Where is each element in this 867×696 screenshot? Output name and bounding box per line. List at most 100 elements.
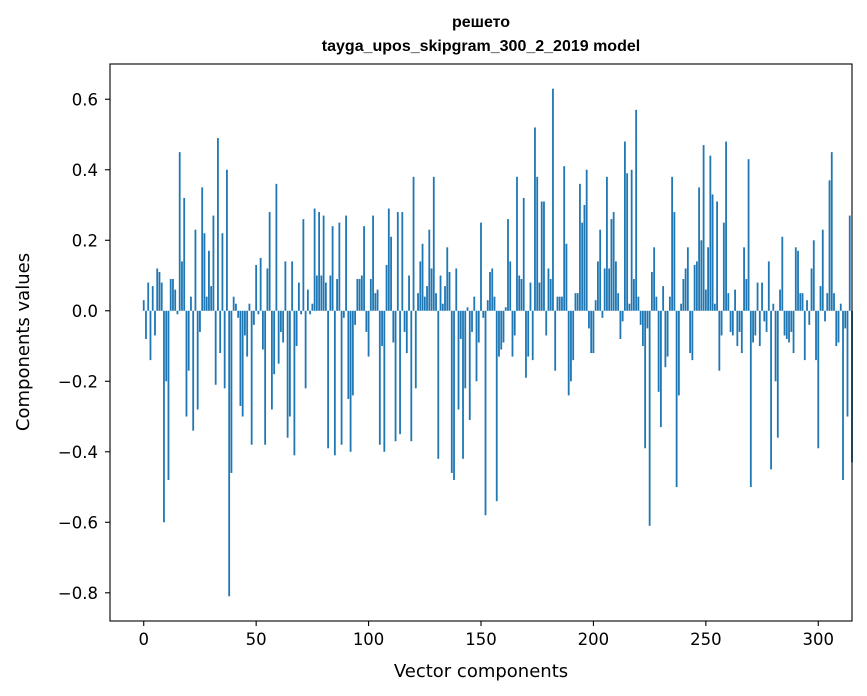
bar <box>689 310 692 354</box>
bar <box>241 310 244 417</box>
bar <box>691 310 694 361</box>
chart-title: решето <box>452 14 510 31</box>
bar <box>255 264 258 311</box>
bar <box>529 282 532 311</box>
y-tick-label: 0.0 <box>72 302 98 321</box>
bar <box>462 310 464 459</box>
bar <box>342 310 345 318</box>
bar <box>268 212 271 311</box>
bar <box>221 233 224 311</box>
bar <box>244 310 246 336</box>
bar <box>534 127 536 311</box>
bar <box>720 310 723 336</box>
bar <box>502 310 505 343</box>
bar <box>783 310 786 336</box>
bar <box>752 310 754 343</box>
bar <box>655 296 658 311</box>
bar <box>309 310 312 315</box>
bar <box>803 310 806 361</box>
bar <box>765 310 768 332</box>
bar <box>356 279 359 311</box>
bar <box>302 219 305 311</box>
bar <box>727 293 730 311</box>
bar <box>848 215 851 311</box>
bar <box>833 293 835 311</box>
bar <box>176 310 179 315</box>
y-tick-label: −0.4 <box>58 443 98 462</box>
bar <box>262 310 264 350</box>
bar <box>504 307 507 311</box>
bar <box>208 250 210 311</box>
bar <box>237 310 240 318</box>
bar <box>187 310 190 371</box>
y-tick-label: 0.2 <box>72 231 98 250</box>
bar <box>217 138 219 311</box>
bar <box>387 208 390 311</box>
x-tick-label: 250 <box>690 630 722 649</box>
bar <box>556 296 559 311</box>
bar <box>160 282 163 311</box>
bar <box>540 201 543 311</box>
bar <box>682 279 685 311</box>
bar <box>223 310 226 389</box>
bar <box>601 310 604 318</box>
bar <box>552 88 554 311</box>
bar <box>277 310 280 364</box>
bar <box>707 247 709 311</box>
bar <box>212 215 215 311</box>
bar <box>288 310 291 417</box>
bar <box>588 310 590 329</box>
bar <box>747 159 750 311</box>
bar <box>664 310 667 368</box>
bar <box>810 268 813 311</box>
bar <box>363 226 365 311</box>
bar <box>633 279 635 311</box>
x-tick-label: 300 <box>803 630 835 649</box>
bar <box>169 279 172 311</box>
bar <box>590 310 593 354</box>
bar <box>167 310 170 480</box>
bar <box>835 310 838 347</box>
bar <box>421 243 424 311</box>
bar <box>801 293 804 311</box>
bar <box>230 310 233 473</box>
bar <box>473 296 476 311</box>
bar <box>423 296 426 311</box>
bar <box>320 275 323 311</box>
y-axis-label: Components values <box>13 253 34 431</box>
bar <box>684 268 687 311</box>
bar <box>435 293 437 311</box>
bar <box>592 310 595 354</box>
bar <box>464 310 467 389</box>
bar <box>172 279 174 311</box>
bar <box>444 286 446 311</box>
bar <box>358 279 361 311</box>
bar <box>624 141 626 311</box>
bar <box>509 261 512 311</box>
bar <box>315 275 318 311</box>
bar <box>239 310 242 406</box>
bar <box>297 282 300 311</box>
bar <box>648 310 651 526</box>
bar <box>579 183 581 311</box>
bar-series <box>142 88 853 597</box>
bar <box>412 176 415 311</box>
bar <box>201 187 204 311</box>
bar <box>390 236 392 311</box>
bar <box>455 268 458 311</box>
bar <box>729 310 732 332</box>
bar <box>345 215 347 311</box>
bar <box>788 310 790 343</box>
bar <box>226 169 228 311</box>
y-axis-ticks: −0.8 −0.6 −0.4 −0.2 0.0 0.2 0.4 0.6 <box>58 90 110 603</box>
bar <box>232 296 235 311</box>
bar <box>270 310 273 410</box>
bar <box>635 109 638 311</box>
bar <box>408 275 410 311</box>
bar <box>792 310 795 354</box>
bar <box>324 282 327 311</box>
bar <box>336 279 338 311</box>
bar <box>291 261 294 311</box>
x-axis-label: Vector components <box>394 661 568 682</box>
bar <box>621 310 624 322</box>
